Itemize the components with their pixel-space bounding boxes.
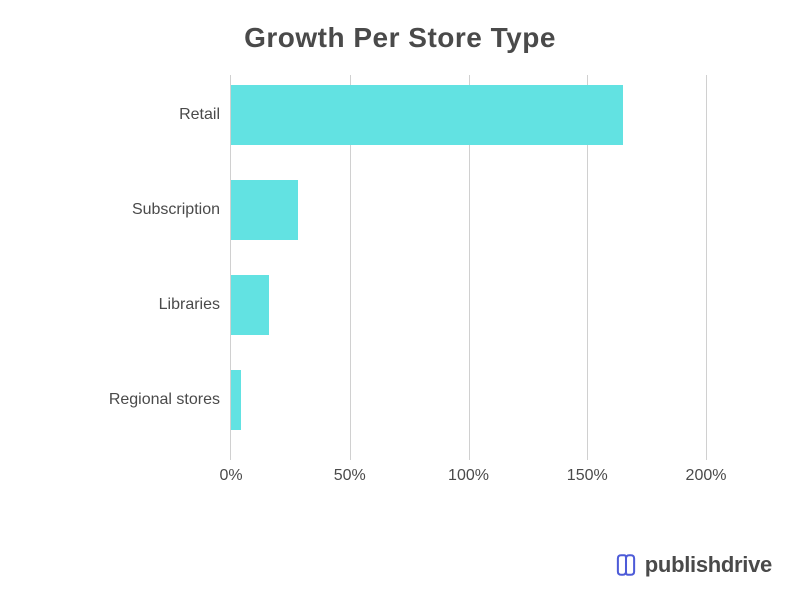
category-label: Subscription (132, 201, 220, 219)
bar (231, 275, 269, 335)
bar (231, 370, 241, 430)
bar (231, 85, 623, 145)
bar-row (231, 85, 706, 145)
gridline (706, 75, 707, 460)
bar-row (231, 180, 706, 240)
x-tick-label: 150% (567, 467, 608, 485)
chart-area: 0% 50% 100% 150% 200% Retail Subscription Libra… (50, 75, 750, 495)
x-tick-label: 50% (334, 467, 366, 485)
brand-logo: publishdrive (613, 552, 772, 578)
bar-row (231, 370, 706, 430)
x-tick-label: 100% (448, 467, 489, 485)
x-tick-label: 0% (219, 467, 242, 485)
brand-text: publishdrive (645, 552, 772, 578)
publishdrive-icon (613, 552, 639, 578)
bar-row (231, 275, 706, 335)
bar (231, 180, 298, 240)
x-tick-label: 200% (686, 467, 727, 485)
category-label: Libraries (159, 296, 220, 314)
category-label: Regional stores (109, 391, 220, 409)
plot-region: 0%50%100%150%200%RetailSubscriptionLibra… (230, 75, 705, 460)
chart-title: Growth Per Store Type (0, 0, 800, 54)
category-label: Retail (179, 106, 220, 124)
